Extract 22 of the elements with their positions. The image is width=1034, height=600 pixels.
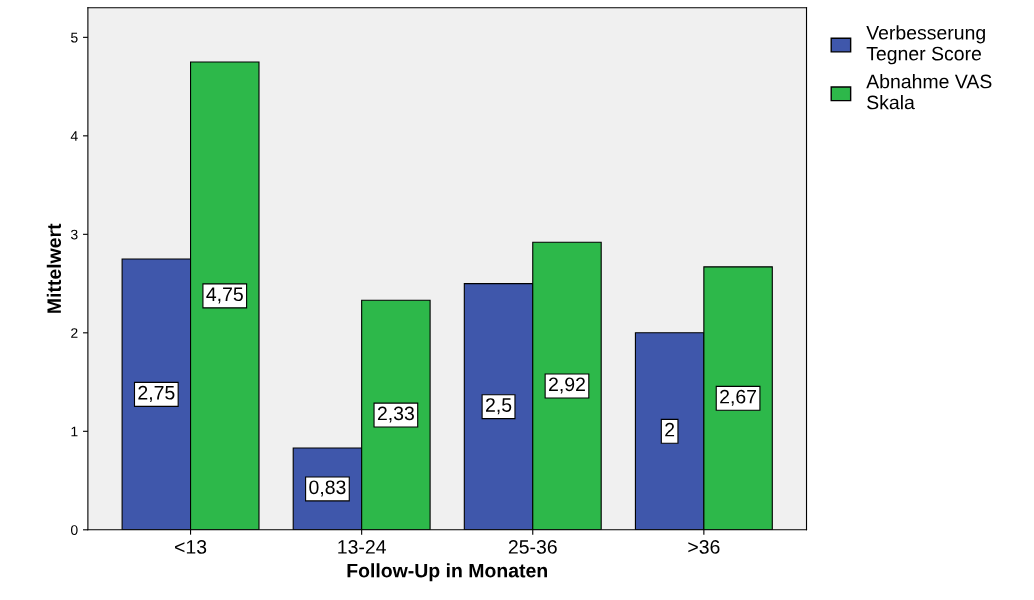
data-label: 4,75 (206, 287, 243, 304)
data-label: 2 (665, 422, 675, 437)
x-tick-label: 13-24 (338, 540, 386, 554)
x-tick-label: 25-36 (508, 540, 557, 554)
y-tick-label: 1 (71, 426, 78, 437)
x-tick-label: <13 (175, 540, 207, 554)
legend-label: Abnahme VAS Skala (866, 74, 992, 110)
y-tick-label: 5 (71, 32, 78, 43)
data-label: 0,83 (309, 480, 346, 497)
data-label: 2,33 (377, 406, 414, 423)
y-tick-label: 3 (70, 229, 78, 240)
data-label: 2,67 (720, 389, 757, 406)
data-label: 2,92 (549, 377, 585, 394)
x-tick-label: >36 (688, 540, 720, 554)
y-tick-label: 4 (70, 131, 78, 141)
legend-label: Verbesserung Tegner Score (866, 25, 985, 65)
y-tick-label: 2 (71, 328, 78, 338)
y-axis-title: Mittelwert (46, 223, 62, 313)
data-label: 2,5 (486, 398, 512, 415)
y-tick-label: 0 (70, 525, 78, 535)
x-axis-title: Follow-Up in Monaten (347, 563, 547, 582)
data-label: 2,75 (138, 385, 175, 402)
